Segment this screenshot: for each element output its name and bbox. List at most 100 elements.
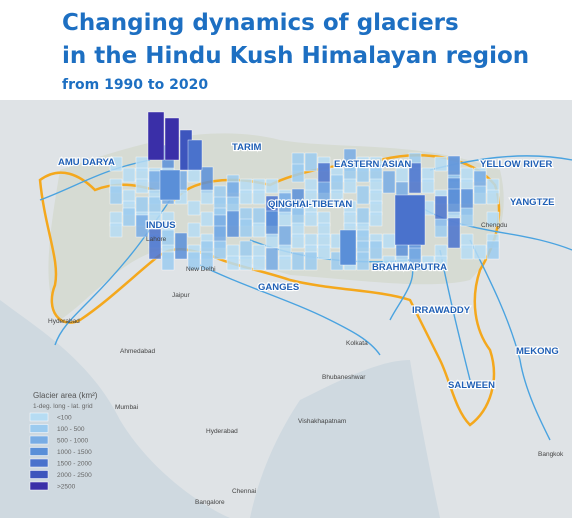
glacier-cell: [265, 233, 279, 249]
legend-title: Glacier area (km²): [33, 391, 98, 400]
bay: [250, 360, 440, 518]
glacier-cell: [174, 232, 188, 260]
glacier-cell: [339, 229, 357, 266]
city-label: Kolkata: [346, 340, 368, 347]
glacier-cell: [408, 247, 422, 271]
glacier-cell: [486, 240, 500, 260]
city-label: Ahmedabad: [120, 348, 155, 355]
legend-label: 100 - 500: [57, 426, 85, 433]
basin-label: TARIM: [232, 142, 261, 153]
glacier-cell: [486, 211, 500, 227]
glacier-cell: [447, 217, 461, 249]
glacier-cell: [135, 214, 149, 238]
glacier-cell: [382, 170, 396, 194]
glacier-cell: [161, 251, 175, 271]
glacier-cell: [159, 169, 181, 201]
city-label: Mumbai: [115, 404, 138, 411]
glacier-cell: [330, 189, 344, 205]
glacier-cell: [252, 189, 266, 205]
glacier-cell: [164, 117, 180, 161]
basin-label: SALWEEN: [448, 380, 495, 391]
city-label: New Delhi: [186, 266, 216, 273]
glacier-cell: [135, 178, 149, 194]
legend-label: 1500 - 2000: [57, 461, 92, 468]
city-label: Bangkok: [538, 451, 564, 458]
glacier-cell: [394, 194, 426, 246]
river: [39, 159, 151, 201]
legend-swatch: [29, 470, 49, 479]
city-label: Hyderabad: [206, 428, 238, 435]
glacier-cell: [265, 210, 279, 238]
glacier-cell: [369, 211, 383, 227]
glacier-cell: [382, 233, 396, 249]
city-label: Lahore: [146, 236, 167, 243]
city-label: Bhubaneshwar: [322, 374, 366, 381]
glacier-cell: [434, 255, 448, 271]
basin-label: BRAHMAPUTRA: [372, 262, 447, 273]
basin-label: QINGHAI-TIBETAN: [268, 199, 352, 210]
title: Changing dynamics of glaciers: [62, 10, 459, 36]
legend-swatch: [29, 435, 49, 445]
glacier-cell: [343, 178, 357, 194]
title: in the Hindu Kush Himalayan region: [62, 43, 529, 69]
city-label: Hyderabad: [48, 318, 80, 325]
legend: Glacier area (km²) 1-deg. long - lat. gr…: [29, 391, 98, 491]
glacier-cell: [187, 251, 201, 271]
header-band: [0, 0, 572, 100]
glacier-cell: [278, 255, 292, 271]
glacier-cell: [304, 211, 318, 227]
glacier-cell: [109, 185, 123, 205]
glacier-cell: [486, 189, 500, 205]
legend-note: 1-deg. long - lat. grid: [33, 403, 93, 410]
glacier-cell: [395, 167, 409, 183]
glacier-cell: [226, 210, 240, 238]
city-label: Chengdu: [481, 222, 508, 229]
glacier-cell: [421, 255, 435, 271]
glacier-cell: [408, 162, 422, 194]
legend-swatch: [29, 481, 49, 491]
glacier-cell: [278, 225, 292, 249]
glacier-cell: [434, 218, 448, 238]
glacier-cell: [369, 240, 383, 260]
glacier-cell: [200, 251, 214, 271]
basin-label: MEKONG: [516, 346, 559, 357]
glacier-cell: [148, 211, 162, 227]
labels: AMU DARYA TARIM EASTERN ASIAN YELLOW RIVER Q…: [48, 141, 564, 506]
glacier-cell: [460, 207, 474, 227]
glacier-cell: [187, 200, 201, 216]
glacier-cell: [265, 178, 279, 194]
glacier-cell: [356, 185, 370, 205]
legend-label: 500 - 1000: [57, 438, 88, 445]
glacier-cell: [109, 222, 123, 238]
glacier-cell: [148, 170, 162, 194]
glacier-cell: [447, 188, 461, 216]
basin-label: IRRAWADDY: [412, 305, 471, 316]
glacier-cell: [395, 255, 409, 271]
glacier-cell: [473, 185, 487, 205]
glacier-cell: [317, 181, 331, 205]
glacier-cell: [291, 163, 305, 183]
glacier-cell: [252, 222, 266, 238]
glacier-cell: [239, 218, 253, 238]
legend-swatch: [29, 412, 49, 422]
legend-label: 1000 - 1500: [57, 449, 92, 456]
basin-label: INDUS: [146, 220, 176, 231]
glacier-cells: [109, 111, 500, 271]
glacier-cell: [122, 207, 136, 227]
legend-label: >2500: [57, 484, 76, 491]
basin-label: GANGES: [258, 282, 299, 293]
glacier-cell: [434, 156, 448, 172]
map: [0, 100, 572, 518]
glacier-cell: [239, 189, 253, 205]
glacier-cell: [304, 152, 318, 172]
glacier-cell: [473, 244, 487, 260]
glacier-cell: [278, 211, 292, 227]
glacier-cell: [291, 233, 305, 249]
basin-label: EASTERN ASIAN: [334, 159, 411, 170]
glacier-cell: [187, 222, 201, 238]
glacier-cell: [421, 178, 435, 194]
sea: [0, 300, 230, 518]
glacier-cell: [147, 111, 165, 161]
glacier-cell: [317, 244, 331, 260]
